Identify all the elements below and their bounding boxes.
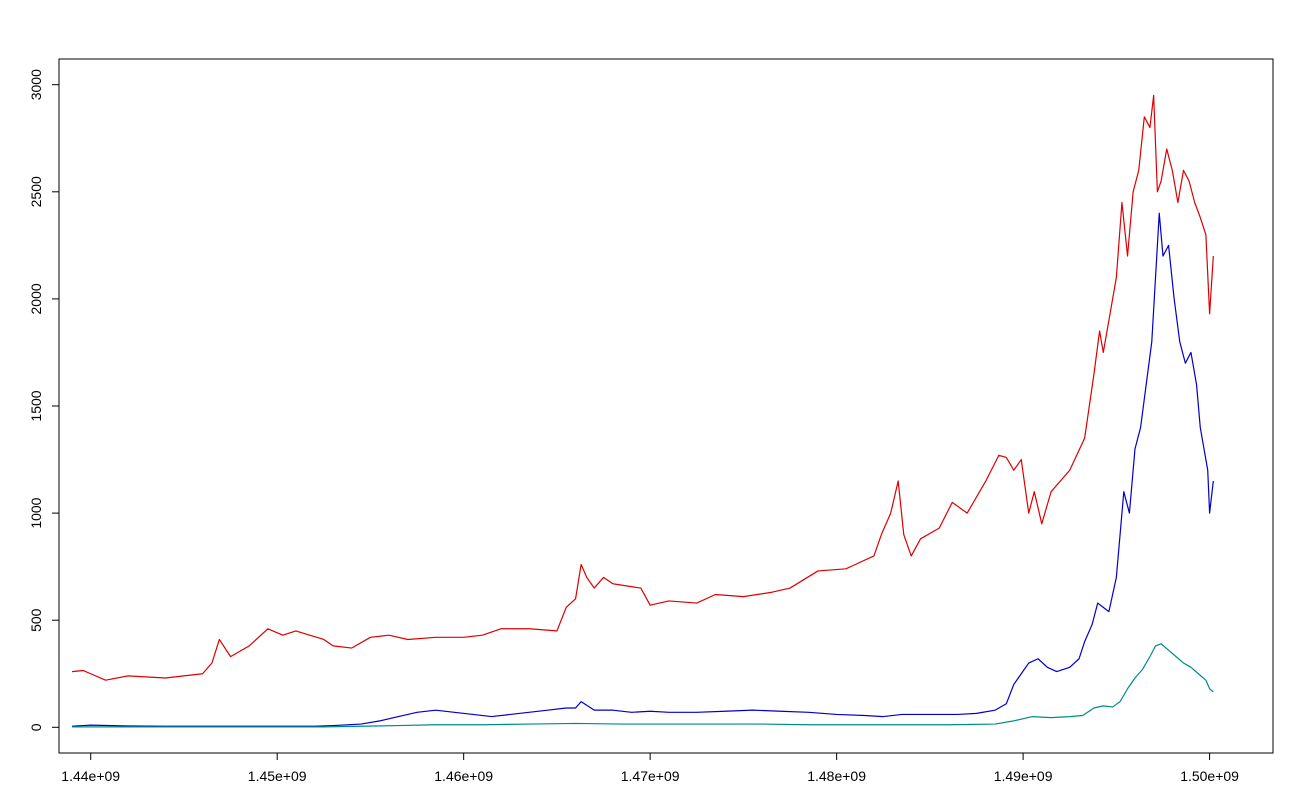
x-tick-label: 1.49e+09	[994, 768, 1053, 784]
y-tick-label: 1500	[28, 390, 44, 421]
series-line-3	[72, 643, 1214, 728]
y-tick-label: 3000	[28, 69, 44, 100]
x-tick-label: 1.46e+09	[434, 768, 493, 784]
x-tick-label: 1.47e+09	[621, 768, 680, 784]
y-tick-label: 0	[28, 723, 44, 731]
y-tick-label: 500	[28, 608, 44, 632]
x-axis: 1.44e+09 1.45e+09 1.46e+09 1.47e+09 1.48e+09…	[61, 753, 1239, 784]
series-line-1	[71, 94, 1214, 681]
y-tick-label: 2500	[28, 176, 44, 207]
x-tick-label: 1.44e+09	[61, 768, 120, 784]
x-tick-label: 1.50e+09	[1180, 768, 1239, 784]
y-tick-label: 1000	[28, 497, 44, 528]
series-line-2	[72, 212, 1214, 727]
y-axis: 0 500 1000 1500 2000 2500 3000	[28, 69, 59, 731]
x-tick-label: 1.45e+09	[248, 768, 307, 784]
x-tick-label: 1.48e+09	[807, 768, 866, 784]
plot-frame	[58, 58, 1274, 754]
series-layer	[71, 94, 1214, 728]
y-tick-label: 2000	[28, 283, 44, 314]
